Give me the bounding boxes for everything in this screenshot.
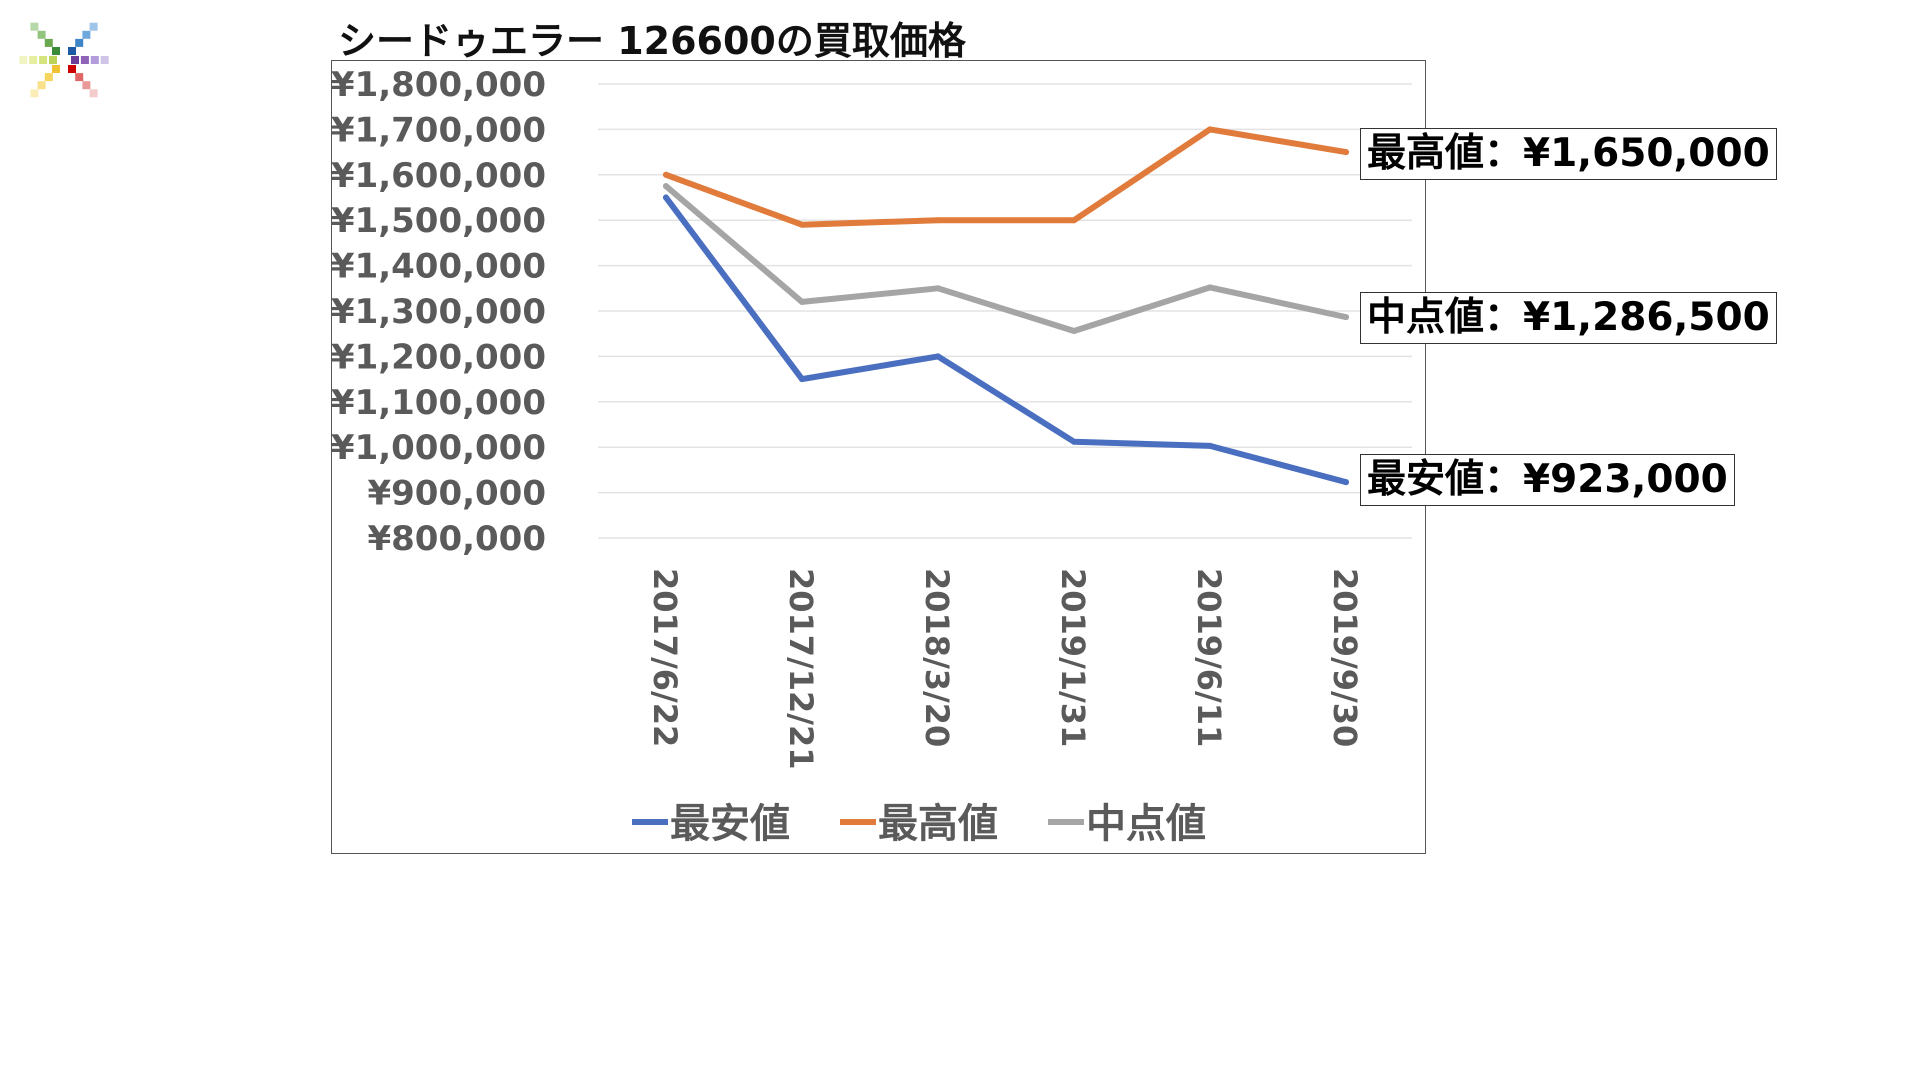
logo-square [68,47,76,55]
x-tick-label: 2019/1/31 [1054,568,1092,747]
logo-square [75,38,84,47]
logo-square [75,73,84,82]
logo-square [52,65,60,73]
logo-square [71,56,79,64]
logo-square [90,56,99,64]
x-tick-label: 2019/9/30 [1326,568,1364,747]
y-tick-label: ¥1,500,000 [331,201,546,241]
y-tick-label: ¥1,600,000 [331,156,546,196]
legend-label: 最高値 [878,801,998,847]
y-axis-ticks: ¥1,800,000 ¥1,700,000 ¥1,600,000 ¥1,500,000… [331,65,546,559]
data-point [1207,126,1213,133]
series-line-2 [663,126,1349,228]
legend-label: 中点値 [1086,801,1206,847]
data-point [1071,438,1077,445]
annotation-min-price: 最安値：¥923,000 [1360,454,1735,506]
data-point [935,353,941,360]
logo-square [82,81,91,90]
data-point [663,183,669,190]
logo-square [39,56,48,64]
logo-square [30,22,39,31]
series-line-3 [663,183,1349,334]
logo-square [37,81,46,90]
y-tick-label: ¥1,800,000 [331,65,546,105]
logo-square [44,38,53,47]
data-point [1343,149,1349,156]
y-tick-label: ¥900,000 [367,474,546,514]
x-tick-label: 2019/6/11 [1190,568,1228,747]
logo-square [80,56,89,64]
brand-logo [19,22,109,98]
logo-square [44,73,53,82]
y-tick-label: ¥1,300,000 [331,292,546,332]
x-tick-label: 2018/3/20 [918,568,956,747]
logo-square [68,65,76,73]
x-axis-ticks: 2017/6/22 2017/12/21 2018/3/20 2019/1/31 201… [646,568,1364,770]
y-tick-label: ¥800,000 [367,519,546,559]
legend: 最安値 最高値 中点値 [632,801,1206,847]
data-point [663,171,669,178]
annotation-mid-price: 中点値：¥1,286,500 [1360,292,1777,344]
logo-square [30,89,39,98]
series-line-1 [663,194,1349,486]
data-point [799,221,805,228]
annotation-max-price: 最高値：¥1,650,000 [1360,128,1777,180]
y-tick-label: ¥1,400,000 [331,247,546,287]
data-point [1071,327,1077,334]
y-tick-label: ¥1,100,000 [331,383,546,423]
logo-square [29,56,38,64]
data-point [935,217,941,224]
logo-square [100,56,109,64]
series-lines [663,126,1349,486]
data-point [935,285,941,292]
logo-square [89,89,98,98]
legend-label: 最安値 [670,801,790,847]
slide-title: シードゥエラー 126600の買取価格 [338,19,966,63]
data-point [799,298,805,305]
data-point [1207,442,1213,449]
logo-square [49,56,57,64]
data-point [1343,479,1349,486]
y-tick-label: ¥1,000,000 [331,428,546,468]
data-point [1207,284,1213,291]
logo-square [19,56,28,64]
logo-square [37,30,46,39]
x-tick-label: 2017/6/22 [646,568,684,747]
logo-square [52,47,60,55]
logo-square [82,30,91,39]
data-point [1343,314,1349,321]
y-tick-label: ¥1,200,000 [331,337,546,377]
data-point [1071,217,1077,224]
x-tick-label: 2017/12/21 [782,568,820,770]
y-tick-label: ¥1,700,000 [331,110,546,150]
logo-square [89,22,98,31]
data-point [663,194,669,201]
data-point [799,376,805,383]
